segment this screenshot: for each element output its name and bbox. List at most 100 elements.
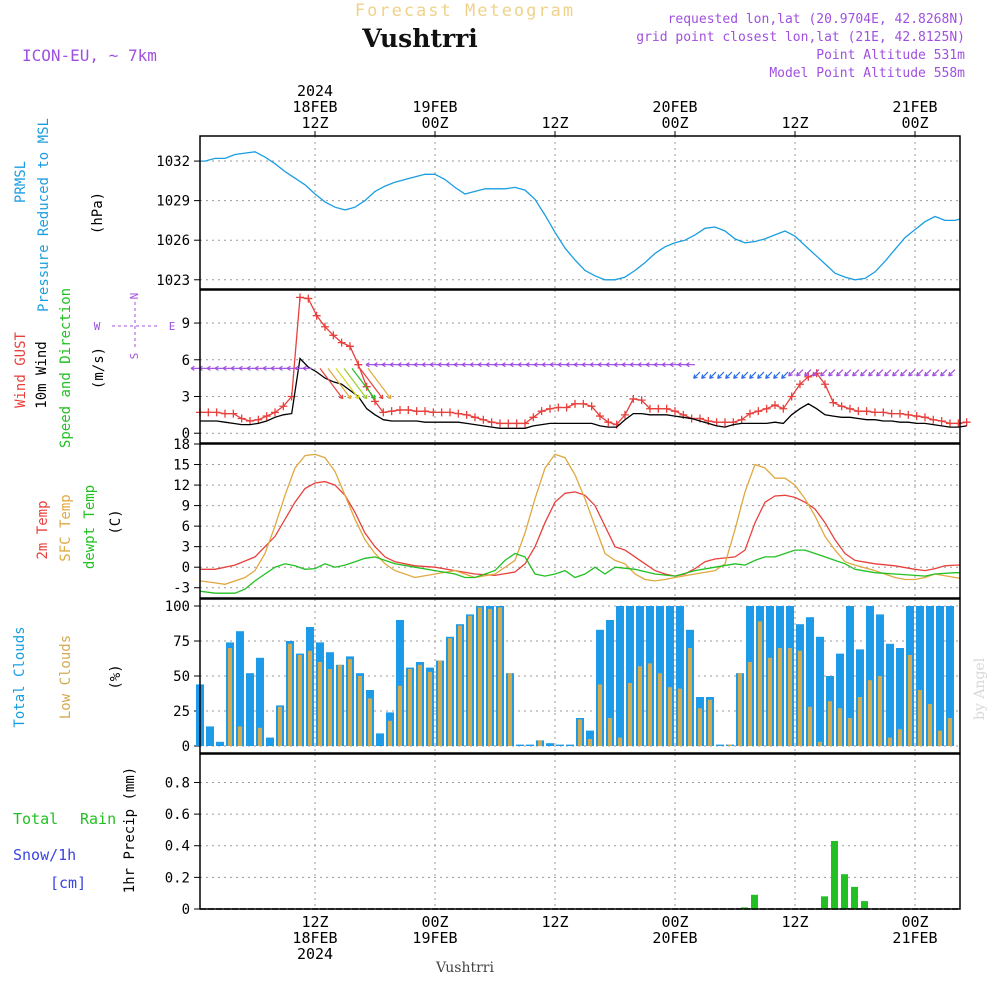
wind-arrow-head: [525, 362, 530, 368]
wind-label: 10m Wind: [34, 341, 50, 408]
wind-arrow-head: [725, 374, 730, 379]
dewpt-label: dewpt Temp: [82, 485, 98, 569]
wind-arrow: [773, 371, 781, 379]
wind-arrow-head: [437, 362, 442, 368]
wind-arrow: [757, 371, 765, 379]
ytick-label: 6: [182, 519, 190, 535]
gust-marker: [404, 405, 413, 414]
wind-arrow-head: [685, 362, 690, 368]
gust-marker: [254, 415, 263, 424]
gust-marker: [637, 396, 646, 405]
wind-arrow-head: [876, 371, 881, 377]
gust-marker: [345, 342, 354, 351]
low-cloud-bar: [838, 708, 842, 746]
wind-arrow-head: [868, 371, 873, 377]
wind-arrow-head: [389, 362, 394, 368]
gust-marker: [479, 415, 488, 424]
gust-marker: [537, 407, 546, 416]
ytick-label: 50: [173, 669, 190, 685]
gust-marker: [854, 407, 863, 416]
wind-arrow-head: [629, 362, 634, 368]
low-cloud-bar: [758, 621, 762, 746]
rain-bar: [861, 901, 868, 909]
gust-marker: [762, 404, 771, 413]
gust-marker: [387, 407, 396, 416]
gust-marker: [737, 415, 746, 424]
wind-arrow-head: [788, 371, 793, 377]
temp2m-label: 2m Temp: [35, 500, 51, 559]
gust-marker: [420, 407, 429, 416]
low-cloud-bar: [828, 701, 832, 746]
gust-label: Wind GUST: [13, 332, 29, 408]
bottom-time-label: 12Z: [301, 913, 328, 931]
wind-arrow: [725, 371, 733, 379]
wind-arrow-head: [900, 371, 905, 377]
low-cloud-bar: [228, 648, 232, 746]
total-clouds-label: Total Clouds: [12, 626, 28, 727]
wind-arrow-head: [378, 394, 384, 400]
pressure-label-2: Pressure Reduced to MSL: [36, 118, 52, 312]
gust-marker: [895, 409, 904, 418]
wind-arrow: [749, 371, 757, 379]
total-cloud-bar: [716, 744, 724, 746]
gust-marker: [395, 405, 404, 414]
wind-arrow: [924, 369, 932, 377]
low-cloud-bar: [368, 698, 372, 746]
total-label: Total: [13, 810, 58, 828]
wind-arrow-head: [733, 374, 738, 379]
low-cloud-bar: [638, 666, 642, 746]
wind-arrow-head: [517, 362, 522, 368]
wind-arrow-head: [246, 365, 251, 371]
top-time-label: 00Z: [901, 114, 928, 132]
info-point-altitude: Point Altitude 531m: [816, 48, 965, 63]
total-cloud-bar: [236, 631, 244, 746]
low-cloud-bar: [488, 608, 492, 746]
wind-arrow-head: [421, 362, 426, 368]
gust-marker: [470, 413, 479, 422]
gust-marker: [929, 415, 938, 424]
top-time-label: 19FEB: [412, 98, 457, 116]
bottom-time-label: 12Z: [781, 913, 808, 931]
gust-marker: [220, 409, 229, 418]
total-cloud-bar: [606, 620, 614, 746]
wind-arrow-head: [828, 371, 833, 377]
low-cloud-bar: [398, 685, 402, 746]
ytick-label: 1026: [156, 233, 190, 249]
total-cloud-bar: [926, 606, 934, 746]
info-requested: requested lon,lat (20.9704E, 42.8268N): [668, 12, 965, 27]
wind-arrow: [932, 369, 940, 377]
top-time-label: 12Z: [541, 114, 568, 132]
wind-arrow: [327, 367, 352, 400]
wind-arrow-head: [541, 362, 546, 368]
low-cloud-bar: [628, 683, 632, 746]
gust-marker: [462, 410, 471, 419]
total-cloud-bar: [376, 733, 384, 746]
wind-arrow: [733, 371, 741, 379]
panel-clouds: 0 25 50 75 100: [165, 598, 961, 755]
gust-marker: [662, 404, 671, 413]
low-cloud-bar: [598, 684, 602, 746]
wind-arrow-head: [302, 365, 307, 371]
total-cloud-bar: [896, 648, 904, 746]
total-cloud-bar: [526, 744, 534, 746]
gust-marker: [787, 392, 796, 401]
rain-bar: [751, 894, 758, 909]
wind-arrow: [916, 369, 924, 377]
wind-arrow-head: [637, 362, 642, 368]
bottom-time-label: 12Z: [541, 913, 568, 931]
pressure-label-1: PRMSL: [13, 161, 29, 203]
wind-arrow: [693, 371, 701, 379]
wind-arrow-head: [501, 362, 506, 368]
ytick-label: 1029: [156, 194, 190, 210]
series-line-temp2m: [200, 480, 960, 577]
wind-arrow-head: [781, 374, 786, 379]
gust-marker: [412, 407, 421, 416]
wind-arrow-head: [916, 371, 921, 377]
top-time-label: 00Z: [661, 114, 688, 132]
wind-arrow: [343, 367, 368, 400]
wind-arrow-head: [852, 371, 857, 377]
wind-arrow-head: [932, 371, 937, 377]
gust-marker: [912, 412, 921, 421]
wind-arrow-head: [908, 371, 913, 377]
gust-marker: [945, 419, 954, 428]
